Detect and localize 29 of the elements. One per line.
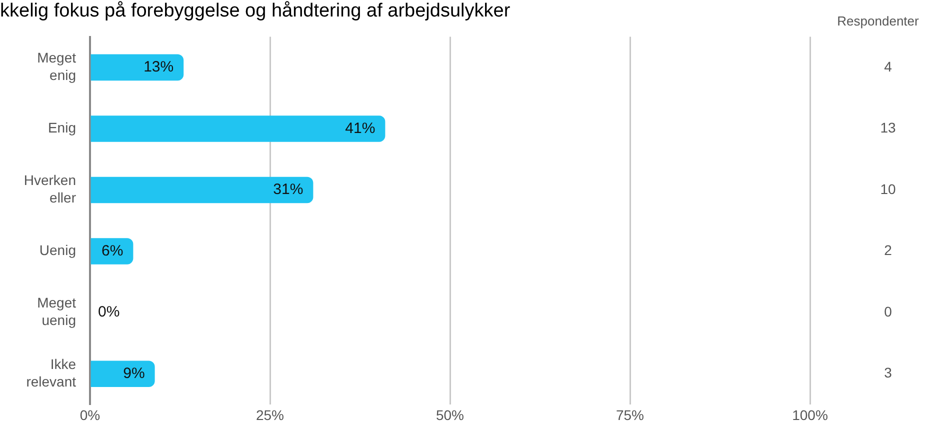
bar: [90, 54, 184, 81]
data-label: 31%: [273, 181, 304, 198]
data-label: 0%: [98, 304, 120, 321]
data-label: 9%: [123, 365, 145, 382]
y-tick-label: Meget uenig: [37, 294, 76, 328]
text: Respondenter: [837, 14, 920, 29]
data-label: 13%: [144, 58, 174, 76]
x-tick-label: 25%: [256, 406, 284, 423]
y-tick-label: Meget enig: [37, 50, 76, 84]
text: 4: [884, 58, 892, 74]
text: 0: [884, 303, 892, 320]
x-tick-label: 0%: [80, 406, 100, 423]
chart-title: kkelig fokus på forebyggelse og håndtering af arbejdsulykker: [0, 0, 511, 22]
data-label: 6%: [102, 242, 124, 260]
x-tick-label: 50%: [436, 406, 464, 423]
y-tick-label: Uenig: [39, 242, 76, 258]
text: 3: [884, 364, 892, 381]
y-tick-label: Hverken eller: [24, 172, 76, 206]
bar: [90, 176, 314, 204]
text: 10: [880, 180, 896, 197]
x-tick-label: 100%: [792, 406, 828, 423]
text: 2: [884, 242, 892, 258]
y-tick-label: Ikke relevant: [26, 356, 76, 390]
bar: [90, 360, 155, 388]
text: 13: [880, 120, 896, 136]
data-label: 41%: [345, 120, 376, 137]
x-tick-label: 75%: [616, 406, 644, 423]
y-tick-label: Enig: [48, 120, 76, 136]
bar: [90, 116, 386, 142]
